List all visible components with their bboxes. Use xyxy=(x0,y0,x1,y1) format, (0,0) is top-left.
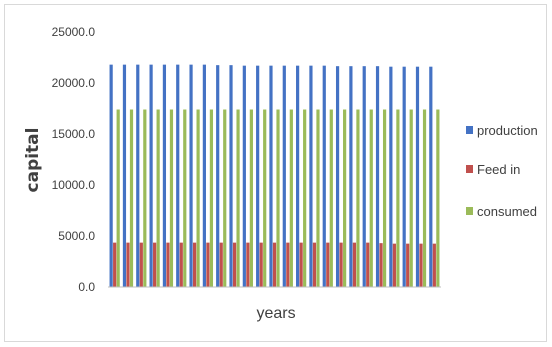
bar-feed-in xyxy=(153,242,157,287)
bar-production xyxy=(282,65,286,287)
legend-label: Feed in xyxy=(477,162,520,177)
bar-feed-in xyxy=(179,242,183,287)
bar-production xyxy=(176,64,180,287)
bar-production xyxy=(269,65,273,287)
bar-feed-in xyxy=(272,242,277,287)
bar-production xyxy=(189,64,193,287)
bar-consumed xyxy=(129,109,134,288)
bar-feed-in xyxy=(392,243,396,287)
bar-consumed xyxy=(143,109,147,288)
bar-production xyxy=(362,66,366,287)
bar-feed-in xyxy=(192,242,197,287)
bar-feed-in xyxy=(219,242,223,287)
bar-feed-in xyxy=(406,243,410,287)
y-axis-ticks: 25000.0 20000.0 15000.0 10000.0 5000.0 0.0 xyxy=(52,25,96,294)
bar-feed-in xyxy=(113,242,117,287)
legend-swatch xyxy=(466,126,473,134)
y-axis-title: capital xyxy=(23,128,43,193)
bar-production xyxy=(256,65,260,287)
bar-production xyxy=(375,66,380,287)
bar-consumed xyxy=(169,109,174,288)
bar-feed-in xyxy=(246,242,250,287)
bar-production xyxy=(162,64,167,287)
bar-production xyxy=(349,66,353,287)
bar-production xyxy=(429,66,433,288)
legend-label: consumed xyxy=(477,204,537,219)
bar-feed-in xyxy=(352,242,357,287)
bar-consumed xyxy=(316,109,320,288)
bar-consumed xyxy=(156,109,160,288)
bar-consumed xyxy=(382,109,387,288)
bars xyxy=(109,64,440,288)
bar-consumed xyxy=(409,109,413,288)
bar-consumed xyxy=(276,109,280,288)
y-tick-label: 0.0 xyxy=(78,280,95,294)
legend-label: production xyxy=(477,123,538,138)
y-tick-label: 5000.0 xyxy=(58,229,95,243)
bar-feed-in xyxy=(206,242,210,287)
bar-production xyxy=(389,66,393,288)
bar-feed-in xyxy=(419,243,423,287)
bar-production xyxy=(202,64,206,287)
y-tick-label: 25000.0 xyxy=(52,25,96,39)
legend-swatch xyxy=(466,165,473,173)
bar-consumed xyxy=(329,109,333,288)
y-tick-label: 10000.0 xyxy=(52,178,96,192)
bar-production xyxy=(109,64,113,287)
legend: production Feed in consumed xyxy=(466,123,538,219)
bar-production xyxy=(242,65,246,287)
bar-feed-in xyxy=(232,242,237,287)
bar-production xyxy=(322,65,326,287)
bar-consumed xyxy=(116,109,120,288)
bar-production xyxy=(216,65,220,288)
bar-production xyxy=(122,64,127,287)
bar-feed-in xyxy=(286,242,290,287)
bar-consumed xyxy=(183,109,187,288)
bar-consumed xyxy=(396,109,400,288)
bar-feed-in xyxy=(379,243,383,287)
bar-consumed xyxy=(289,109,293,288)
x-axis-title: years xyxy=(256,305,295,322)
bar-consumed xyxy=(196,109,200,288)
bar-production xyxy=(296,65,300,287)
bar-consumed xyxy=(422,109,427,288)
y-tick-label: 15000.0 xyxy=(52,127,96,141)
bar-feed-in xyxy=(432,243,436,287)
bar-feed-in xyxy=(326,242,330,287)
bar-feed-in xyxy=(299,242,303,287)
bar-feed-in xyxy=(166,242,170,287)
bar-consumed xyxy=(356,109,360,288)
bar-consumed xyxy=(436,109,440,288)
bar-feed-in xyxy=(312,242,317,287)
bar-feed-in xyxy=(126,242,130,287)
bar-feed-in xyxy=(366,242,370,287)
bar-feed-in xyxy=(139,242,143,287)
bar-consumed xyxy=(303,109,307,288)
bar-consumed xyxy=(263,109,267,288)
bar-production xyxy=(402,66,406,288)
bar-consumed xyxy=(343,109,347,288)
bar-production xyxy=(229,65,233,288)
bar-production xyxy=(335,66,340,287)
bar-production xyxy=(309,65,313,287)
y-tick-label: 20000.0 xyxy=(52,76,96,90)
bar-feed-in xyxy=(259,242,263,287)
bar-production xyxy=(415,66,420,288)
bar-production xyxy=(149,64,153,287)
bar-consumed xyxy=(209,109,214,288)
bar-consumed xyxy=(223,109,227,288)
bar-consumed xyxy=(249,109,253,288)
bar-consumed xyxy=(236,109,240,288)
bar-consumed xyxy=(369,109,373,288)
bar-production xyxy=(136,64,140,287)
bar-feed-in xyxy=(339,242,343,287)
legend-swatch xyxy=(466,207,473,215)
